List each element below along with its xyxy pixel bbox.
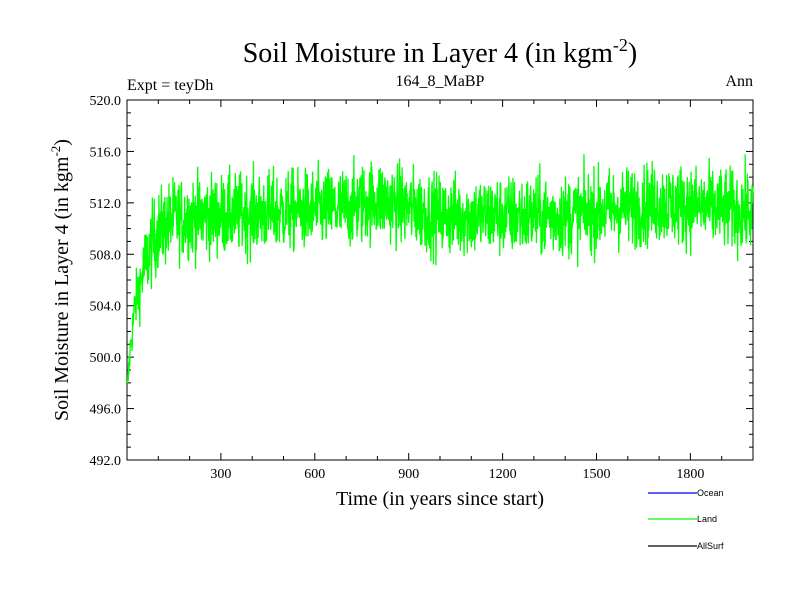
series-line-land	[126, 154, 754, 384]
y-tick-label: 512.0	[90, 197, 122, 212]
y-tick-label: 516.0	[90, 145, 122, 160]
experiment-label: Expt = teyDh	[127, 77, 213, 94]
legend-label-allsurf: AllSurf	[697, 541, 724, 551]
y-axis-label: Soil Moisture in Layer 4 (in kgm-2)	[48, 139, 73, 421]
x-tick-label: 300	[210, 467, 231, 482]
x-axis-label: Time (in years since start)	[336, 488, 544, 510]
chart-title: Soil Moisture in Layer 4 (in kgm-2)	[243, 35, 638, 69]
y-tick-label: 504.0	[90, 300, 122, 315]
period-label: Ann	[725, 73, 753, 90]
axis-ticks: 492.0 496.0 500.0 504.0 508.0 512.0 516.0 520.0…	[90, 94, 753, 482]
y-tick-label: 500.0	[90, 351, 122, 366]
legend-label-ocean: Ocean	[697, 488, 724, 498]
x-tick-label: 600	[304, 467, 325, 482]
y-tick-label: 520.0	[90, 94, 122, 109]
y-tick-label: 508.0	[90, 248, 122, 263]
x-tick-label: 1800	[676, 467, 704, 482]
y-tick-label: 496.0	[90, 403, 122, 418]
y-tick-label: 492.0	[90, 454, 122, 469]
x-tick-label: 1200	[489, 467, 517, 482]
x-tick-label: 900	[398, 467, 419, 482]
legend: Ocean Land AllSurf	[648, 488, 724, 551]
x-tick-label: 1500	[583, 467, 611, 482]
series-layer	[126, 154, 754, 384]
plot-frame	[126, 99, 754, 461]
chart-subtitle: 164_8_MaBP	[396, 73, 485, 90]
legend-label-land: Land	[697, 514, 717, 524]
